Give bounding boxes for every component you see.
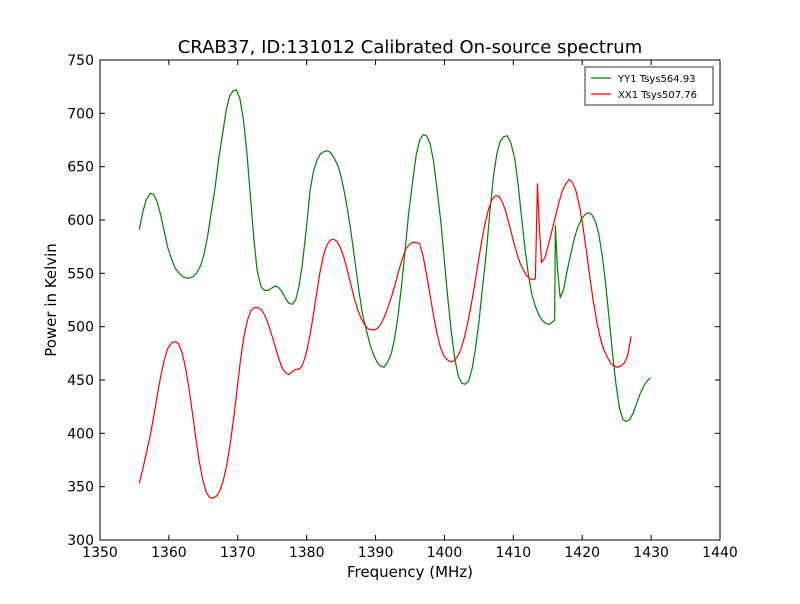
y-tick-label: 550: [67, 266, 94, 282]
x-axis-label: Frequency (MHz): [347, 563, 473, 581]
y-tick-label: 600: [67, 213, 94, 229]
x-tick-label: 1420: [564, 545, 600, 561]
x-tick-label: 1350: [82, 545, 118, 561]
x-tick-label: 1430: [633, 545, 669, 561]
y-axis-label: Power in Kelvin: [42, 243, 60, 357]
plot-frame: [99, 59, 721, 541]
x-tick-label: 1410: [496, 545, 532, 561]
x-tick-label: 1370: [220, 545, 256, 561]
legend-label-1: YY1 Tsys564.93: [617, 74, 696, 85]
y-tick-label: 300: [67, 533, 94, 549]
series-line-1: [138, 89, 651, 423]
x-tick-label: 1360: [151, 545, 187, 561]
y-tick-label: 650: [67, 160, 94, 176]
x-tick-label: 1400: [427, 545, 463, 561]
y-tick-label: 500: [67, 320, 94, 336]
legend: YY1 Tsys564.93 XX1 Tsys507.76: [584, 66, 714, 106]
legend-box: [584, 66, 714, 106]
chart-title: CRAB37, ID:131012 Calibrated On-source s…: [178, 37, 643, 58]
series-line-2: [138, 178, 632, 499]
y-tick-label: 700: [67, 106, 94, 122]
y-tick-label: 350: [67, 480, 94, 496]
x-tick-label: 1390: [358, 545, 394, 561]
y-tick-label: 750: [67, 53, 94, 69]
x-tick-label: 1440: [702, 545, 738, 561]
legend-label-2: XX1 Tsys507.76: [618, 90, 697, 101]
x-axis: 1350 1360 1370 1380 1390 1400 1410 1420 1430 1440: [82, 60, 738, 561]
y-axis: 300 350 400 450 500 550 600 650 700 750: [67, 53, 720, 549]
plot-area: [99, 59, 721, 541]
y-tick-label: 450: [67, 373, 94, 389]
x-tick-label: 1380: [289, 545, 325, 561]
y-tick-label: 400: [67, 426, 94, 442]
